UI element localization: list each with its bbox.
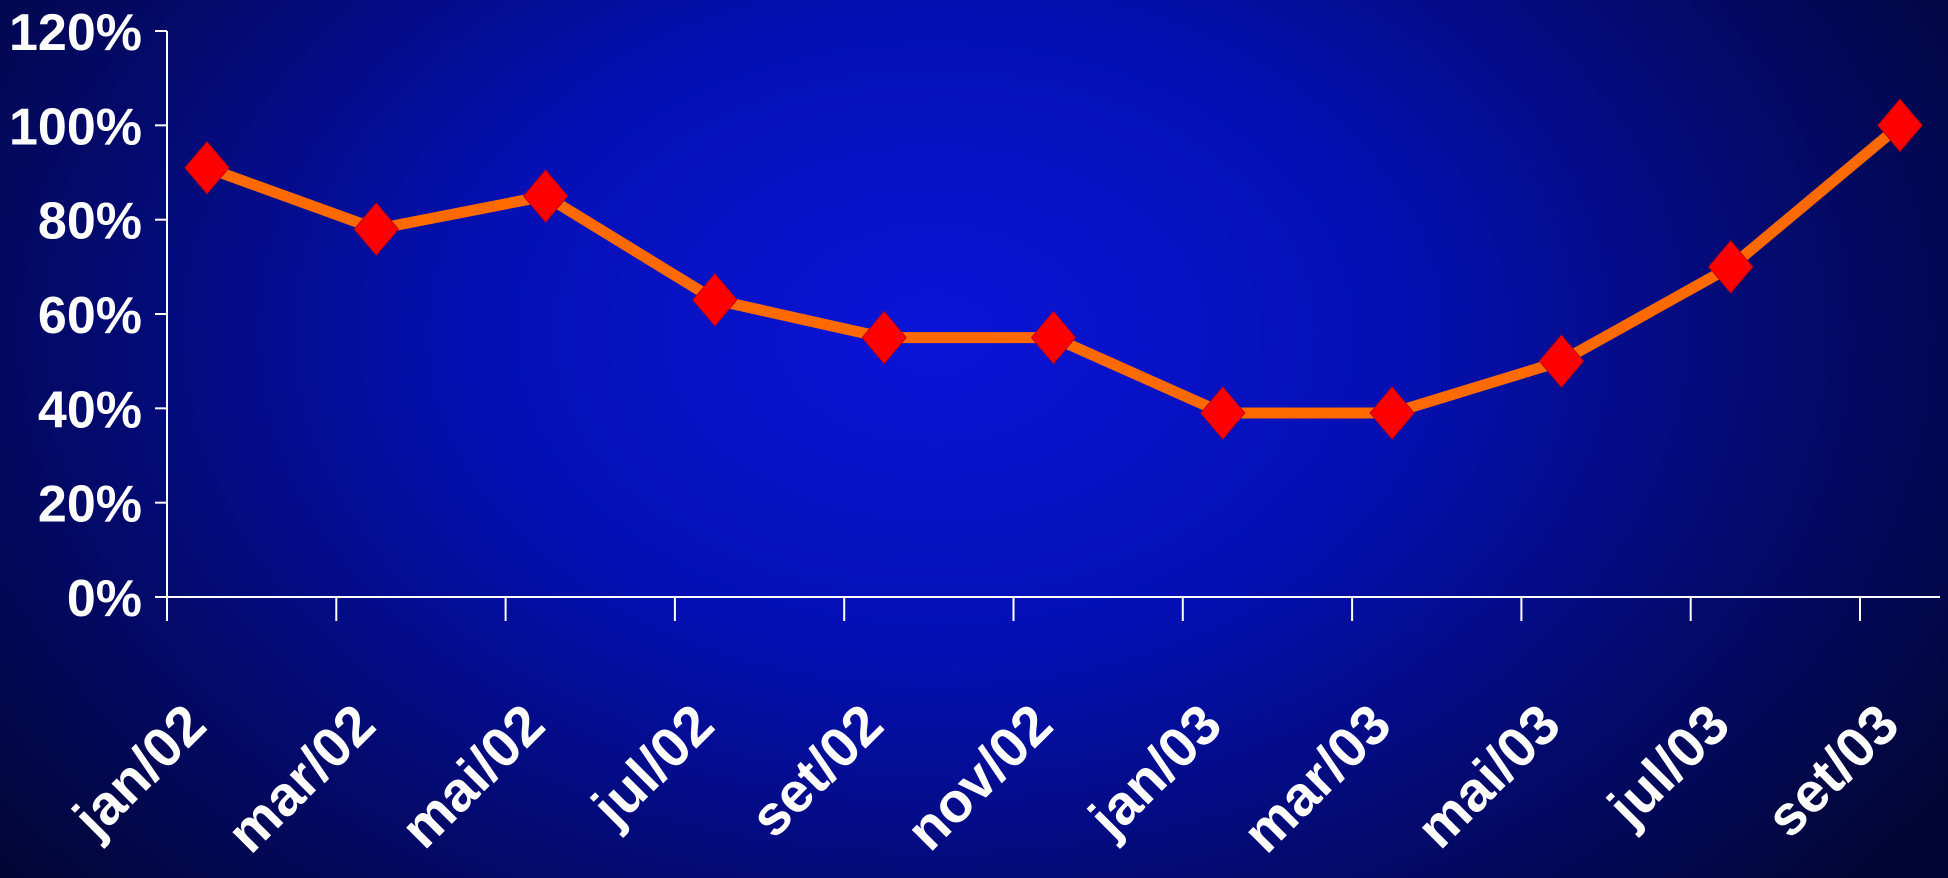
x-tick-label: jul/03: [1595, 692, 1741, 838]
series: [184, 98, 1923, 440]
series-line: [201, 119, 1906, 419]
data-point-marker: [1369, 386, 1415, 440]
x-tick-label: mar/02: [215, 692, 387, 864]
y-tick-label: 40%: [38, 381, 142, 439]
y-tick-label: 20%: [38, 476, 142, 534]
x-tick-label: nov/02: [894, 692, 1064, 862]
data-point-marker: [353, 202, 399, 256]
x-tick-label: set/02: [738, 692, 895, 849]
y-tick-label: 80%: [38, 193, 142, 251]
data-point-marker: [1877, 98, 1923, 153]
data-point-marker: [1708, 240, 1754, 294]
data-point-marker: [522, 169, 569, 223]
data-point-marker: [861, 310, 907, 365]
data-point-marker: [1200, 386, 1246, 440]
data-point-marker: [1030, 310, 1077, 365]
y-tick-label: 60%: [38, 287, 142, 345]
x-tick-label: jan/03: [1076, 692, 1234, 850]
data-point-marker: [184, 141, 230, 195]
y-tick-label: 120%: [9, 4, 142, 62]
y-tick-label: 0%: [67, 570, 142, 628]
x-tick-label: jan/02: [60, 692, 218, 850]
x-tick-label: jul/02: [579, 692, 725, 838]
data-point-marker: [692, 273, 738, 327]
data-point-marker: [1538, 334, 1585, 388]
y-tick-label: 100%: [9, 98, 142, 156]
x-tick-label: mar/03: [1230, 692, 1402, 864]
y-axis: 0% 20% 40% 60% 80% 100% 120%: [9, 4, 168, 628]
x-tick-label: set/03: [1754, 692, 1911, 849]
x-tick-label: mai/02: [388, 692, 556, 860]
x-tick-label: mai/03: [1404, 692, 1572, 860]
